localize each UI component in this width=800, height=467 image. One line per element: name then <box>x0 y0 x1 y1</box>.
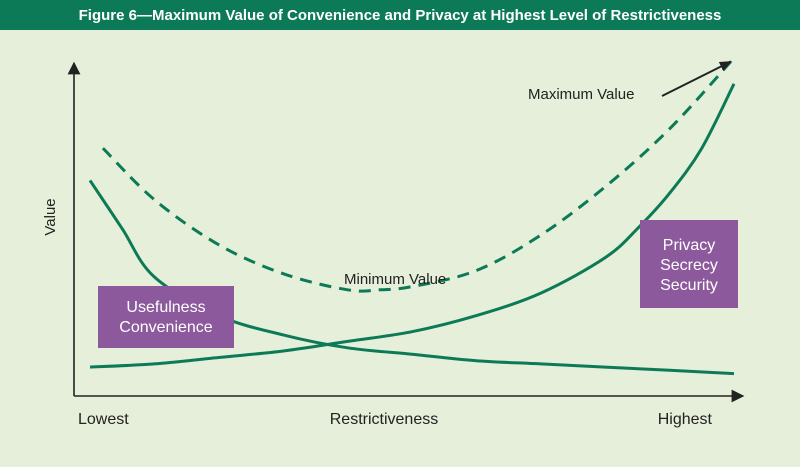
figure-title: Figure 6—Maximum Value of Convenience an… <box>0 0 800 30</box>
convenience-curve <box>88 179 735 376</box>
privacy-curve <box>89 83 736 369</box>
y-axis-label: Value <box>42 198 59 235</box>
maximum-value-arrow <box>661 61 732 97</box>
x-axis-label: Restrictiveness <box>330 411 438 428</box>
privacy-secrecy-security-box <box>640 220 738 308</box>
x-tick-highest: Highest <box>658 411 713 428</box>
box-label-security: Security <box>660 277 718 294</box>
usefulness-convenience-box <box>98 286 234 348</box>
box-label-convenience: Convenience <box>119 319 213 336</box>
maximum-value-label: Maximum Value <box>528 86 634 103</box>
box-label-secrecy: Secrecy <box>660 257 718 274</box>
x-tick-lowest: Lowest <box>78 411 129 428</box>
minimum-value-label: Minimum Value <box>344 271 446 288</box>
total-value-curve <box>101 56 736 293</box>
box-label-usefulness: Usefulness <box>126 299 205 316</box>
box-label-privacy: Privacy <box>663 237 715 254</box>
